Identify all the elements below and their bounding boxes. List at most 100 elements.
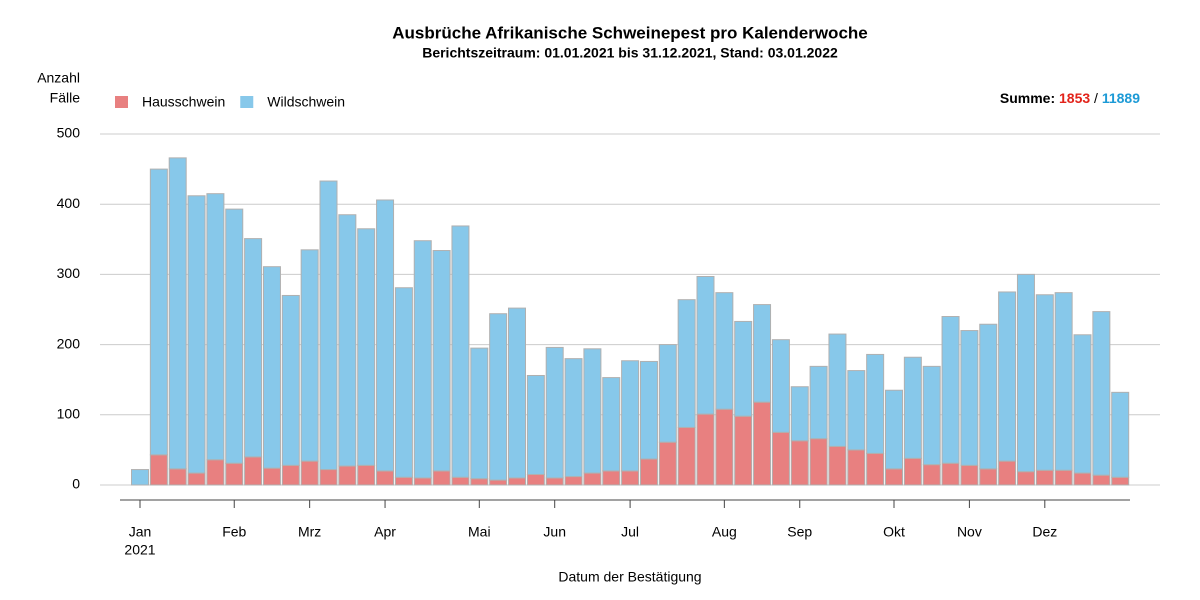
bar [753, 304, 772, 403]
bar [413, 477, 432, 486]
bar [979, 468, 998, 486]
bar [866, 452, 885, 486]
bar [489, 479, 508, 486]
bar [206, 459, 225, 486]
summary-second: 11889 [1102, 90, 1140, 106]
bar [1111, 391, 1130, 478]
bar [545, 346, 564, 479]
bar [885, 468, 903, 486]
bar [564, 476, 583, 486]
bar [941, 462, 960, 486]
bar [262, 266, 281, 469]
bar [1111, 476, 1130, 486]
bar [394, 476, 413, 486]
bar [1016, 273, 1035, 473]
y-tick-label: 400 [57, 195, 81, 211]
bar [281, 464, 300, 486]
bar [753, 401, 772, 486]
bar [357, 228, 376, 466]
bar [847, 370, 866, 451]
bar [357, 464, 376, 486]
bar [168, 468, 187, 486]
bar [508, 307, 526, 479]
y-tick-label: 0 [72, 476, 80, 492]
summary: Summe: 1853 / 11889 [1000, 90, 1140, 106]
x-axis-label: Datum der Bestätigung [558, 569, 701, 585]
bar [715, 408, 734, 486]
bar [206, 193, 225, 461]
bar [1016, 471, 1035, 486]
bar [771, 339, 790, 433]
legend-label: Wildschwein [267, 94, 345, 110]
bar [696, 413, 715, 486]
bar [885, 389, 903, 470]
bar [790, 440, 809, 486]
bar [1092, 474, 1111, 486]
bar [1054, 469, 1073, 486]
bar [715, 292, 734, 410]
bar [1073, 472, 1092, 486]
bar [1092, 311, 1111, 476]
x-tick-label: Mrz [298, 524, 321, 540]
bar [281, 294, 300, 466]
bar [300, 249, 319, 462]
bar [734, 320, 753, 417]
y-tick-label: 500 [57, 125, 81, 141]
bar [583, 348, 602, 474]
bar [244, 456, 263, 486]
bar [583, 472, 602, 486]
bar [376, 199, 395, 472]
bar [1035, 469, 1054, 486]
bar [451, 225, 470, 478]
bar [187, 472, 206, 486]
bar [168, 157, 187, 470]
bar [451, 476, 470, 486]
bar [1054, 292, 1073, 471]
bar [621, 470, 640, 486]
y-axis-label: Fälle [50, 90, 81, 106]
legend-label: Hausschwein [142, 94, 225, 110]
bar [960, 330, 979, 466]
bar [149, 454, 168, 486]
bar [432, 250, 451, 472]
bar [338, 214, 357, 467]
bar [941, 316, 960, 464]
x-tick-label: Jun [543, 524, 566, 540]
legend-swatch [240, 96, 254, 108]
bar [432, 470, 451, 486]
bar [526, 473, 545, 486]
bar [319, 180, 338, 471]
bar [847, 449, 866, 486]
bar [998, 291, 1017, 462]
y-tick-label: 300 [57, 265, 81, 281]
chart-title: Ausbrüche Afrikanische Schweinepest pro … [392, 23, 868, 42]
bar [771, 431, 790, 486]
bar [149, 168, 168, 456]
bar [1073, 334, 1092, 474]
x-tick-label: Feb [222, 524, 246, 540]
chart-subtitle: Berichtszeitraum: 01.01.2021 bis 31.12.2… [422, 45, 838, 61]
bar [338, 465, 357, 486]
x-tick-label: Jan [129, 524, 152, 540]
bar [319, 469, 338, 486]
bar [922, 365, 941, 466]
bar [225, 462, 244, 486]
legend-swatch [115, 96, 128, 108]
bar [376, 470, 395, 486]
y-tick-label: 100 [57, 406, 81, 422]
bar [564, 358, 583, 478]
bar [960, 464, 979, 486]
x-tick-label: Mai [468, 524, 491, 540]
bar [470, 347, 489, 480]
y-axis-label: Anzahl [37, 70, 80, 86]
bar [225, 208, 244, 464]
bar [394, 287, 413, 478]
bar [526, 374, 545, 475]
y-tick-label: 200 [57, 335, 81, 351]
bar [639, 360, 658, 460]
summary-first: 1853 [1059, 90, 1090, 106]
bar [413, 240, 432, 479]
bar [131, 469, 149, 486]
bar [922, 464, 941, 486]
x-tick-label: Okt [883, 524, 905, 540]
